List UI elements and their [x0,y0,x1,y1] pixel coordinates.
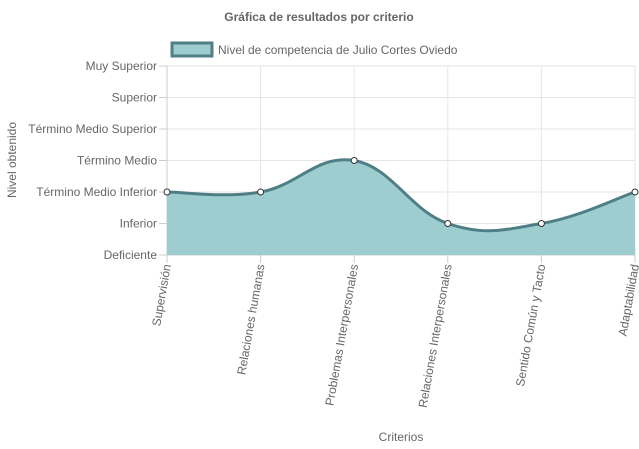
data-point[interactable] [631,188,639,196]
y-tick-label: Término Medio Superior [28,122,157,136]
y-tick-label: Deficiente [104,248,158,262]
data-point[interactable] [444,220,452,227]
y-tick-label: Término Medio Inferior [36,185,157,199]
series-points [163,157,639,227]
legend[interactable]: Nivel de competencia de Julio Cortes Ovi… [170,41,458,58]
y-tick-label: Inferior [120,217,157,231]
data-point[interactable] [350,157,358,164]
y-tick-labels: Deficiente Inferior Término Medio Inferior… [28,59,157,262]
y-tick-label: Muy Superior [86,59,157,73]
y-tick-label: Superior [112,91,157,105]
series-area [166,158,636,255]
x-tick-label: Adaptabilidad [616,263,639,337]
y-axis-title: Nivel obtenido [5,122,19,198]
y-tick-label: Término Medio [77,154,157,168]
x-tick-label: Sentido Común y Tacto [513,263,548,388]
data-point[interactable] [163,188,171,196]
legend-swatch [170,41,214,58]
x-axis-title: Criterios [379,430,424,444]
x-tick-label: Relaciones Interpersonales [416,263,455,409]
chart-title: Gráfica de resultados por criterio [224,10,413,24]
legend-label: Nivel de competencia de Julio Cortes Ovi… [218,43,458,57]
series-line [166,158,636,233]
data-point[interactable] [537,220,545,227]
x-tick-label: Problemas Interpersonales [322,263,361,407]
series-fill [167,159,635,255]
x-tick-labels: Supervisión Relaciones humanas Problemas I… [149,263,639,409]
data-point[interactable] [257,188,265,196]
x-tick-label: Relaciones humanas [234,263,267,376]
x-tick-label: Supervisión [149,263,174,327]
